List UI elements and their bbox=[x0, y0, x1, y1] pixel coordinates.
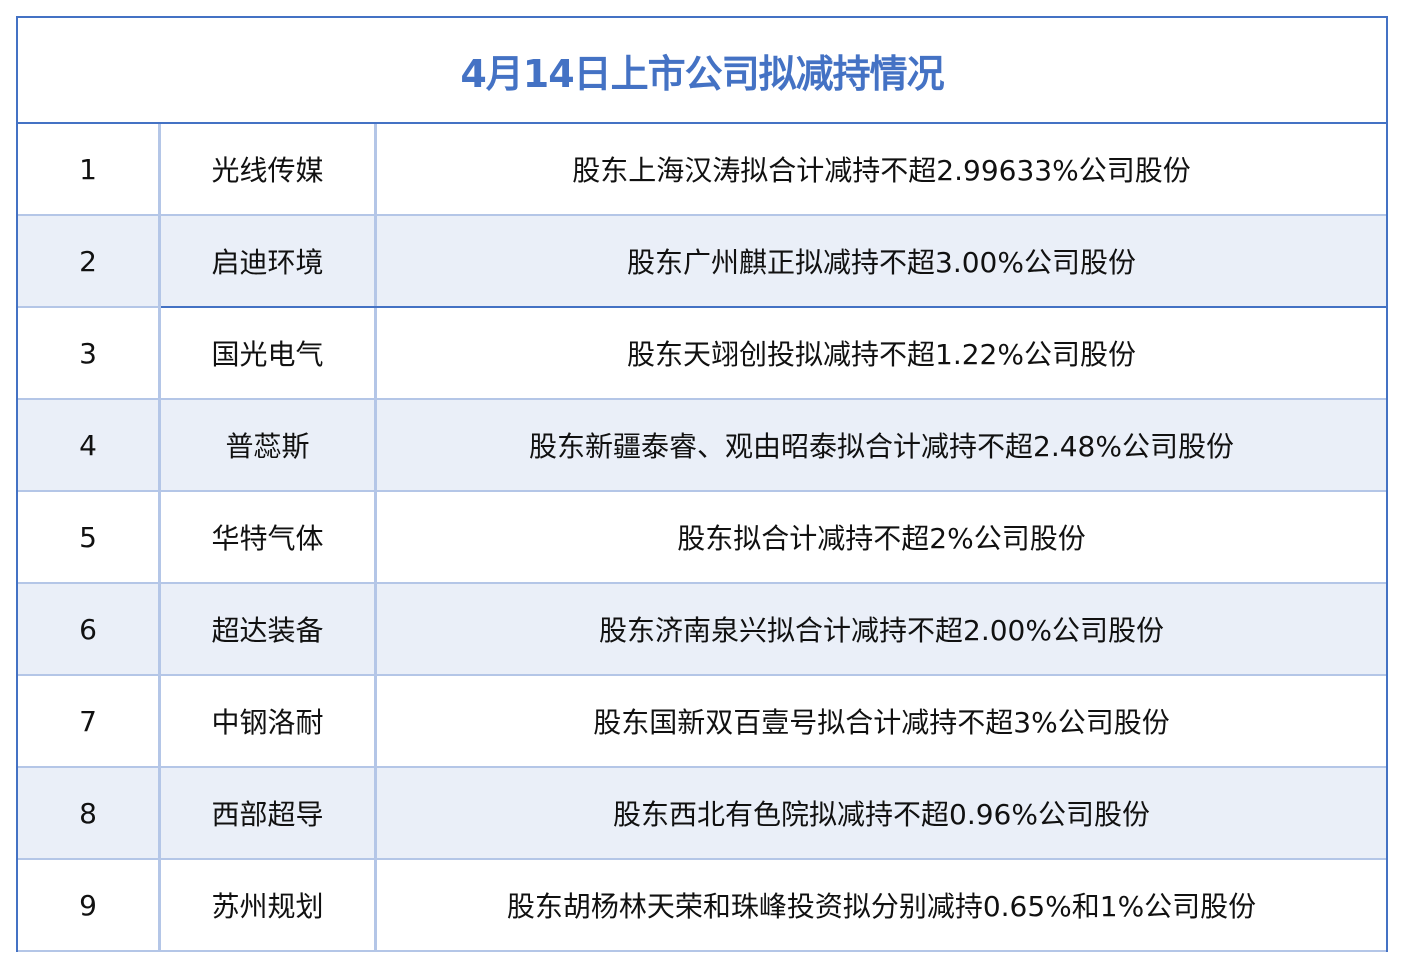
table-row: 9 苏州规划 股东胡杨林天荣和珠峰投资拟分别减持0.65%和1%公司股份 bbox=[18, 860, 1386, 952]
company-name: 超达装备 bbox=[161, 584, 377, 674]
reduction-table: 4月14日上市公司拟减持情况 1 光线传媒 股东上海汉涛拟合计减持不超2.99633… bbox=[16, 16, 1388, 952]
row-number: 3 bbox=[18, 308, 161, 398]
row-number: 5 bbox=[18, 492, 161, 582]
reduction-detail: 股东胡杨林天荣和珠峰投资拟分别减持0.65%和1%公司股份 bbox=[506, 890, 1257, 923]
reduction-detail: 股东济南泉兴拟合计减持不超2.00%公司股份 bbox=[599, 614, 1164, 647]
table-row: 8 西部超导 股东西北有色院拟减持不超0.96%公司股份 bbox=[18, 768, 1386, 860]
row-number: 4 bbox=[18, 400, 161, 490]
table-row: 2 启迪环境 股东广州麒正拟减持不超3.00%公司股份 bbox=[18, 216, 1386, 308]
reduction-detail: 股东西北有色院拟减持不超0.96%公司股份 bbox=[613, 798, 1150, 831]
table-row: 1 光线传媒 股东上海汉涛拟合计减持不超2.99633%公司股份 bbox=[18, 124, 1386, 216]
table-row: 7 中钢洛耐 股东国新双百壹号拟合计减持不超3%公司股份 bbox=[18, 676, 1386, 768]
divider bbox=[161, 306, 1386, 308]
company-name: 西部超导 bbox=[161, 768, 377, 858]
table-title: 4月14日上市公司拟减持情况 bbox=[18, 18, 1386, 124]
company-name: 苏州规划 bbox=[161, 860, 377, 950]
row-number: 2 bbox=[18, 216, 161, 306]
reduction-detail: 股东上海汉涛拟合计减持不超2.99633%公司股份 bbox=[572, 154, 1191, 187]
table-row: 3 国光电气 股东天翊创投拟减持不超1.22%公司股份 bbox=[18, 308, 1386, 400]
reduction-detail: 股东国新双百壹号拟合计减持不超3%公司股份 bbox=[593, 706, 1170, 739]
row-number: 6 bbox=[18, 584, 161, 674]
row-number: 1 bbox=[18, 124, 161, 214]
reduction-detail: 股东天翊创投拟减持不超1.22%公司股份 bbox=[627, 338, 1136, 371]
company-name: 中钢洛耐 bbox=[161, 676, 377, 766]
table-row: 4 普蕊斯 股东新疆泰睿、观由昭泰拟合计减持不超2.48%公司股份 bbox=[18, 400, 1386, 492]
company-name: 光线传媒 bbox=[161, 124, 377, 214]
company-name: 普蕊斯 bbox=[161, 400, 377, 490]
table-row: 5 华特气体 股东拟合计减持不超2%公司股份 bbox=[18, 492, 1386, 584]
company-name: 华特气体 bbox=[161, 492, 377, 582]
row-number: 7 bbox=[18, 676, 161, 766]
row-number: 8 bbox=[18, 768, 161, 858]
company-name: 启迪环境 bbox=[161, 216, 377, 306]
row-number: 9 bbox=[18, 860, 161, 950]
reduction-detail: 股东广州麒正拟减持不超3.00%公司股份 bbox=[627, 246, 1136, 279]
reduction-detail: 股东拟合计减持不超2%公司股份 bbox=[677, 522, 1086, 555]
company-name: 国光电气 bbox=[161, 308, 377, 398]
reduction-detail: 股东新疆泰睿、观由昭泰拟合计减持不超2.48%公司股份 bbox=[529, 430, 1234, 463]
table-row: 6 超达装备 股东济南泉兴拟合计减持不超2.00%公司股份 bbox=[18, 584, 1386, 676]
